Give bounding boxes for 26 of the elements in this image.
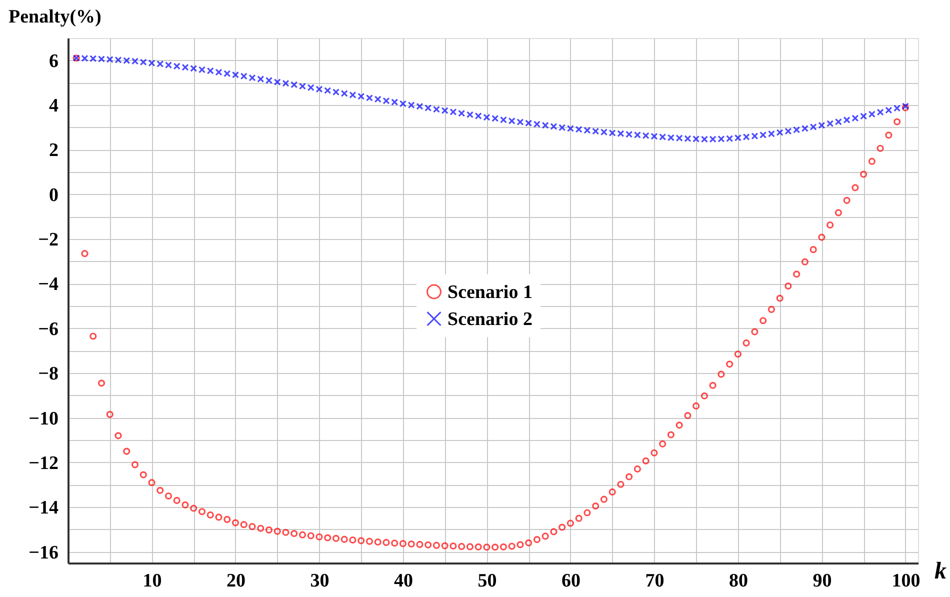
- x-tick-label: 70: [645, 570, 664, 592]
- y-tick-label: −8: [38, 364, 58, 385]
- y-axis-title: Penalty(%): [8, 6, 102, 28]
- legend-label: Scenario 2: [448, 308, 532, 330]
- x-tick-label: 30: [310, 570, 330, 592]
- x-axis-title: k: [934, 558, 946, 584]
- y-tick-label: −2: [38, 230, 58, 251]
- x-tick-label: 10: [142, 570, 162, 592]
- x-tick-label: 100: [892, 570, 920, 592]
- y-tick-label: 2: [49, 140, 58, 162]
- y-tick-label: −4: [38, 274, 59, 296]
- x-tick-label: 90: [812, 570, 832, 592]
- x-tick-label: 60: [561, 570, 580, 592]
- y-tick-label: −10: [28, 408, 58, 430]
- y-tick-label: −14: [28, 498, 59, 519]
- y-tick-label: 0: [49, 184, 58, 206]
- legend-label: Scenario 1: [448, 282, 532, 303]
- y-tick-label: 4: [49, 96, 59, 117]
- x-tick-label: 20: [226, 570, 246, 592]
- y-tick-label: −6: [38, 318, 58, 340]
- x-tick-label: 80: [728, 570, 748, 592]
- y-tick-label: −12: [28, 452, 58, 474]
- x-tick-label: 50: [478, 570, 497, 592]
- y-tick-label: 6: [49, 50, 58, 72]
- y-tick-label: −16: [28, 542, 58, 564]
- x-tick-label: 40: [394, 570, 413, 592]
